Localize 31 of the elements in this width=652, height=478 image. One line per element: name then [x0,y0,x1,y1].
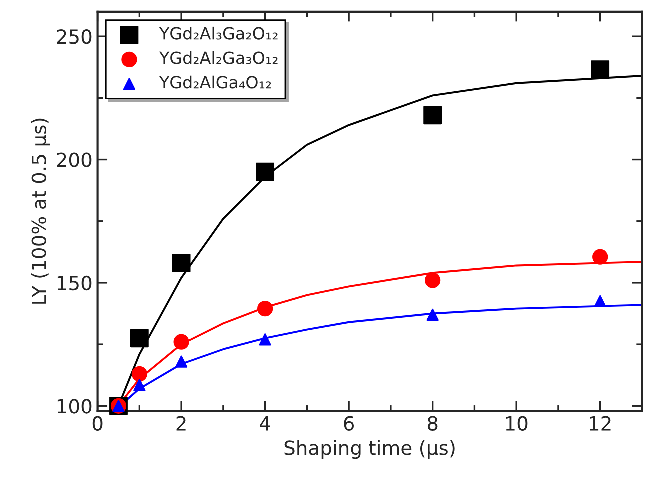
x-tick-label: 2 [176,416,186,431]
point [592,249,608,265]
x-axis-title: Shaping time (μs) [284,440,455,460]
legend-label: YGd₂Al₂Ga₃O₁₂ [159,51,278,64]
point [174,334,190,350]
x-tick-label: 6 [344,416,354,431]
point [259,334,272,346]
point [175,356,188,368]
x-tick-label: 12 [590,416,611,431]
point [594,295,606,308]
y-tick-label: 150 [58,276,92,291]
point [256,162,275,182]
y-tick-label: 200 [57,152,92,168]
point [134,379,146,392]
y-axis-title: LY (100% at 0.5 μs) [31,118,50,304]
point [172,254,191,272]
y-tick-label: 250 [57,30,92,44]
point [425,272,441,288]
x-tick-label: 8 [428,416,438,431]
point [426,308,439,322]
point [132,366,148,382]
x-tick-label: 0 [92,416,103,431]
point [258,301,274,317]
point [424,106,442,125]
point [130,329,149,348]
legend-label: YGd₂AlGa₄O₁₂ [159,76,272,89]
legend-label: YGd₂Al₃Ga₂O₁₂ [159,26,278,40]
y-tick-label: 100 [58,399,92,414]
x-tick-label: 10 [506,416,528,431]
point [591,60,610,80]
x-tick-label: 4 [260,416,270,431]
